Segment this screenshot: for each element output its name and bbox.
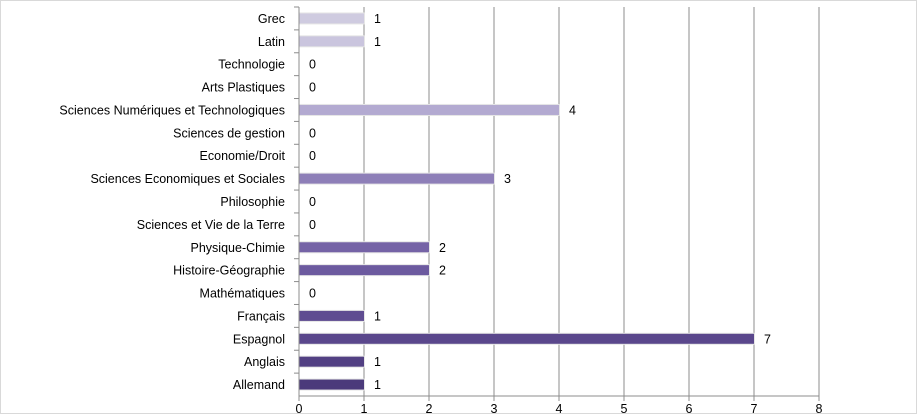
x-tick-label: 0: [296, 402, 303, 413]
data-label: 0: [309, 287, 316, 301]
category-label: Allemand: [233, 378, 285, 392]
category-label: Anglais: [244, 355, 285, 369]
data-label: 3: [504, 172, 511, 186]
category-label: Espagnol: [233, 332, 285, 346]
x-tick-label: 3: [491, 402, 498, 413]
data-label: 2: [439, 264, 446, 278]
category-label: Sciences Numériques et Technologiques: [59, 103, 285, 117]
category-label: Philosophie: [220, 195, 285, 209]
category-label: Sciences de gestion: [173, 126, 285, 140]
x-tick-label: 5: [621, 402, 628, 413]
data-label: 0: [309, 81, 316, 95]
data-label: 1: [374, 12, 381, 26]
category-label: Français: [237, 309, 285, 323]
data-label: 1: [374, 355, 381, 369]
category-label: Grec: [258, 12, 285, 26]
data-label: 0: [309, 126, 316, 140]
category-label: Technologie: [218, 58, 285, 72]
x-tick-label: 7: [751, 402, 758, 413]
data-label: 1: [374, 378, 381, 392]
category-label: Sciences et Vie de la Terre: [137, 218, 285, 232]
data-label: 1: [374, 309, 381, 323]
data-label: 2: [439, 241, 446, 255]
category-label: Economie/Droit: [200, 149, 286, 163]
bar: [299, 173, 494, 184]
category-label: Histoire-Géographie: [173, 264, 285, 278]
data-label: 0: [309, 58, 316, 72]
category-label: Physique-Chimie: [191, 241, 286, 255]
x-tick-label: 8: [816, 402, 823, 413]
data-label: 4: [569, 103, 576, 117]
data-label: 7: [764, 332, 771, 346]
x-tick-label: 1: [361, 402, 368, 413]
bar: [299, 356, 364, 367]
bar: [299, 379, 364, 390]
bar: [299, 333, 754, 344]
x-tick-label: 6: [686, 402, 693, 413]
x-tick-label: 4: [556, 402, 563, 413]
data-label: 0: [309, 195, 316, 209]
bar: [299, 265, 429, 276]
bar: [299, 104, 559, 115]
category-label: Sciences Economiques et Sociales: [90, 172, 285, 186]
data-label: 0: [309, 218, 316, 232]
bar: [299, 242, 429, 253]
data-label: 0: [309, 149, 316, 163]
category-label: Mathématiques: [200, 287, 285, 301]
x-tick-label: 2: [426, 402, 433, 413]
category-label: Arts Plastiques: [202, 81, 285, 95]
bar: [299, 13, 364, 24]
category-label: Latin: [258, 35, 285, 49]
data-label: 1: [374, 35, 381, 49]
bar: [299, 36, 364, 47]
bar: [299, 310, 364, 321]
